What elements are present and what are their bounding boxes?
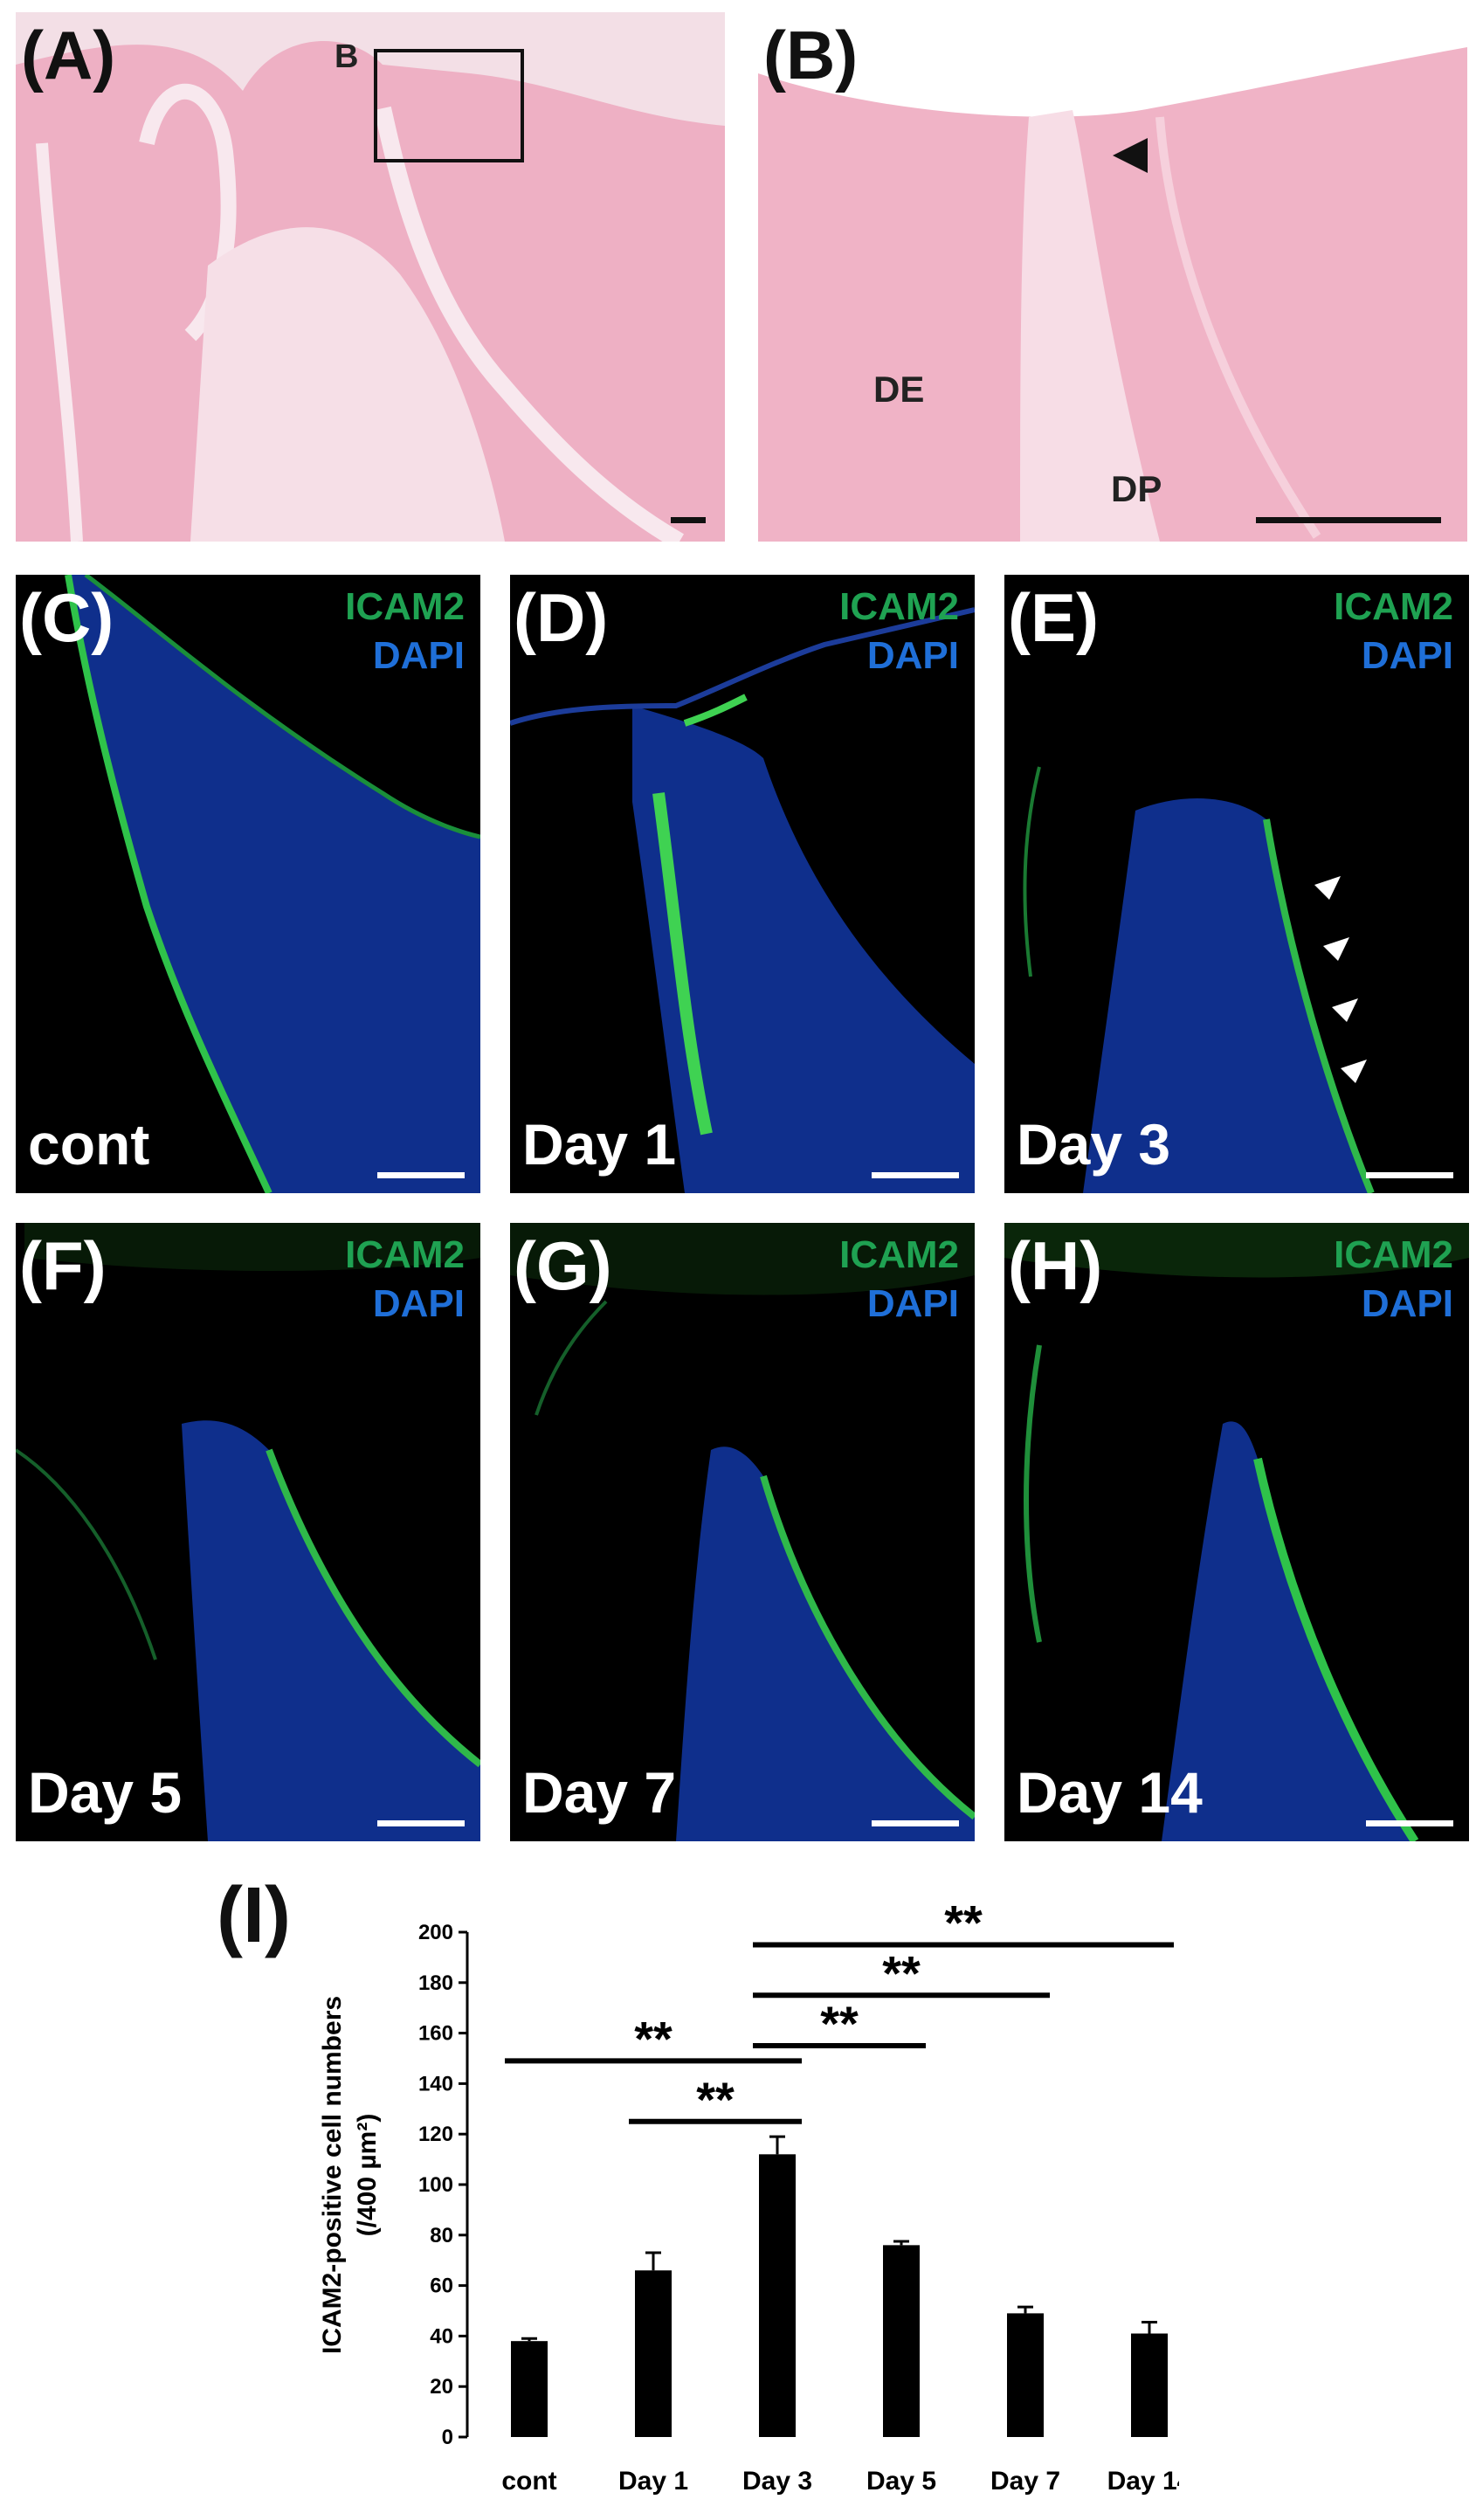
panel-b-tissue-illustration <box>758 47 1467 542</box>
tissue-illustration <box>16 1223 480 1841</box>
panel-label: (G) <box>514 1227 612 1304</box>
panel-b-label: (B) <box>763 17 859 93</box>
timepoint-label: cont <box>28 1112 150 1177</box>
scale-bar <box>872 1172 959 1178</box>
scale-bar <box>377 1820 465 1826</box>
bar-day-14 <box>1131 2333 1168 2437</box>
stain-label-dapi: DAPI <box>372 634 465 677</box>
panel-a-label: (A) <box>21 17 116 93</box>
panel-label: (C) <box>19 579 114 656</box>
bar-day-7 <box>1007 2313 1044 2437</box>
y-tick-label: 60 <box>430 2275 453 2298</box>
x-tick-label: cont <box>501 2467 556 2496</box>
region-label-de: DE <box>873 369 925 410</box>
x-tick-label: Day 1 <box>618 2467 688 2496</box>
stain-label-icam2: ICAM2 <box>839 1233 959 1276</box>
y-tick-label: 100 <box>418 2173 453 2197</box>
bar-chart: ICAM2-positive cell numbers (/400 µm²) 0… <box>318 1895 1179 2496</box>
y-tick-label: 120 <box>418 2123 453 2146</box>
scale-bar <box>377 1172 465 1178</box>
timepoint-label: Day 5 <box>28 1760 183 1825</box>
panel-label: (D) <box>514 579 609 656</box>
significance-label: ** <box>696 2072 735 2127</box>
y-tick-label: 140 <box>418 2072 453 2095</box>
stain-label-dapi: DAPI <box>866 634 959 677</box>
stain-label-dapi: DAPI <box>866 1282 959 1325</box>
panel-f-fluorescence-image: (F) ICAM2 DAPI Day 5 <box>16 1223 480 1841</box>
timepoint-label: Day 3 <box>1017 1112 1171 1177</box>
panel-b-scale-bar <box>1256 517 1441 523</box>
stain-label-dapi: DAPI <box>372 1282 465 1325</box>
panel-i-label: (I) <box>217 1872 291 1959</box>
panel-b-he-image: (B) DE DP <box>758 12 1467 542</box>
y-tick-label: 160 <box>418 2022 453 2046</box>
x-tick-label: Day 5 <box>866 2467 936 2496</box>
timepoint-label: Day 1 <box>522 1112 677 1177</box>
panel-label: (H) <box>1008 1227 1103 1304</box>
y-tick-label: 200 <box>418 1921 453 1944</box>
stain-label-icam2: ICAM2 <box>345 585 465 628</box>
y-axis-label-line1: ICAM2-positive cell numbers <box>318 1996 347 2354</box>
significance-label: ** <box>944 1895 983 1950</box>
bar-day-5 <box>883 2245 920 2437</box>
panel-c-fluorescence-image: (C) ICAM2 DAPI cont <box>16 575 480 1193</box>
stain-label-icam2: ICAM2 <box>345 1233 465 1276</box>
tissue-illustration <box>1004 1223 1469 1841</box>
scale-bar <box>1366 1820 1453 1826</box>
y-tick-label: 40 <box>430 2324 453 2348</box>
region-label-dp: DP <box>1111 468 1162 509</box>
panel-a-tissue-illustration <box>16 41 725 542</box>
timepoint-label: Day 7 <box>522 1760 677 1825</box>
timepoint-label: Day 14 <box>1017 1760 1203 1825</box>
significance-label: ** <box>882 1945 921 2000</box>
bar-day-1 <box>635 2270 672 2437</box>
y-tick-label: 80 <box>430 2224 453 2247</box>
bar-day-3 <box>759 2154 796 2437</box>
panel-label: (F) <box>19 1227 107 1304</box>
bar-cont <box>511 2341 548 2437</box>
significance-label: ** <box>634 2011 673 2066</box>
x-tick-label: Day 3 <box>742 2467 812 2496</box>
stain-label-icam2: ICAM2 <box>839 585 959 628</box>
panel-g-fluorescence-image: (G) ICAM2 DAPI Day 7 <box>510 1223 975 1841</box>
scale-bar <box>1366 1172 1453 1178</box>
tissue-illustration <box>65 575 480 1193</box>
y-axis-label-line2: (/400 µm²) <box>353 2114 382 2237</box>
y-tick-label: 0 <box>442 2426 453 2449</box>
panel-label: (E) <box>1008 579 1099 656</box>
panel-e-fluorescence-image: (E) ICAM2 DAPI Day 3 <box>1004 575 1469 1193</box>
panel-a-he-image: (A) B <box>16 12 725 542</box>
stain-label-icam2: ICAM2 <box>1334 1233 1453 1276</box>
significance-label: ** <box>820 1996 859 2051</box>
stain-label-dapi: DAPI <box>1361 634 1453 677</box>
panel-h-fluorescence-image: (H) ICAM2 DAPI Day 14 <box>1004 1223 1469 1841</box>
x-tick-label: Day 14 <box>1107 2467 1179 2496</box>
panel-a-inset-box <box>374 49 524 162</box>
scale-bar <box>872 1820 959 1826</box>
tissue-illustration <box>1023 766 1375 1193</box>
x-tick-label: Day 7 <box>990 2467 1060 2496</box>
tissue-illustration <box>510 607 975 1193</box>
stain-label-dapi: DAPI <box>1361 1282 1453 1325</box>
y-tick-label: 180 <box>418 1971 453 1995</box>
stain-label-icam2: ICAM2 <box>1334 585 1453 628</box>
panel-a-inset-label: B <box>335 38 359 75</box>
tissue-illustration <box>510 1223 975 1841</box>
y-tick-label: 20 <box>430 2375 453 2399</box>
panel-a-scale-bar <box>671 517 706 523</box>
panel-d-fluorescence-image: (D) ICAM2 DAPI Day 1 <box>510 575 975 1193</box>
